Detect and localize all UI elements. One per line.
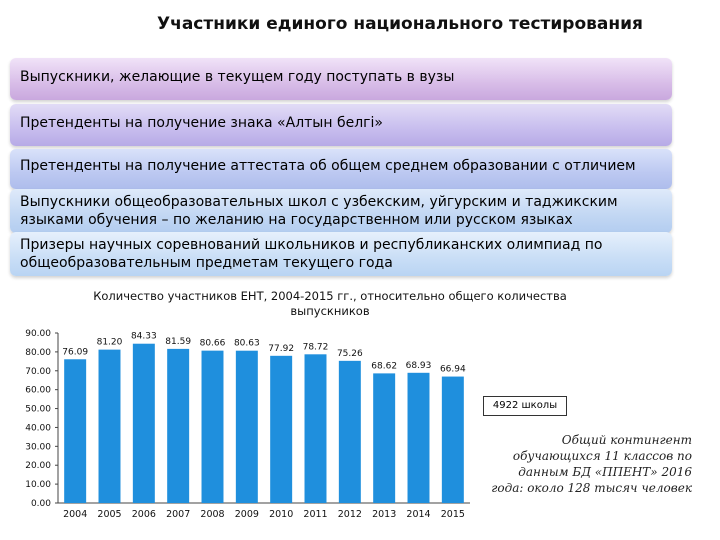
- y-tick-label: 70.00: [25, 367, 51, 377]
- bar: [373, 373, 396, 503]
- y-tick-label: 80.00: [25, 348, 51, 358]
- y-tick-label: 90.00: [25, 329, 51, 339]
- category-band: Выпускники, желающие в текущем году пост…: [10, 58, 672, 100]
- bar: [304, 354, 327, 503]
- data-label: 66.94: [440, 365, 466, 375]
- y-tick-label: 50.00: [25, 405, 51, 415]
- total-contingent-note: Общий контингент обучающихся 11 классов …: [491, 433, 692, 495]
- data-label: 68.62: [371, 361, 397, 371]
- data-label: 84.33: [131, 332, 157, 342]
- category-band: Выпускники общеобразовательных школ с уз…: [10, 189, 672, 233]
- bar: [64, 359, 87, 503]
- data-label: 75.26: [337, 349, 363, 359]
- data-label: 68.93: [406, 361, 432, 371]
- y-tick-label: 20.00: [25, 461, 51, 471]
- x-tick-label: 2007: [166, 509, 190, 520]
- data-label: 81.59: [165, 337, 191, 347]
- bar: [98, 349, 121, 503]
- x-tick-label: 2012: [338, 509, 362, 520]
- bar: [132, 343, 155, 503]
- bar: [270, 355, 293, 503]
- y-tick-label: 0.00: [31, 499, 51, 509]
- y-tick-label: 60.00: [25, 386, 51, 396]
- bar: [201, 350, 224, 503]
- x-tick-label: 2013: [372, 509, 396, 520]
- x-tick-label: 2011: [303, 509, 327, 520]
- bar: [441, 376, 464, 503]
- x-tick-label: 2008: [200, 509, 224, 520]
- x-tick-label: 2010: [269, 509, 293, 520]
- bar: [407, 372, 430, 503]
- bar: [338, 360, 361, 503]
- category-band: Претенденты на получение знака «Алтын бе…: [10, 104, 672, 146]
- bar: [167, 348, 190, 503]
- data-label: 78.72: [303, 342, 329, 352]
- y-tick-label: 10.00: [25, 480, 51, 490]
- x-tick-label: 2009: [235, 509, 259, 520]
- chart-title: Количество участников ЕНТ, 2004-2015 гг.…: [93, 289, 567, 318]
- bar: [235, 350, 258, 503]
- x-tick-label: 2015: [441, 509, 465, 520]
- x-tick-label: 2004: [63, 509, 87, 520]
- data-label: 81.20: [97, 338, 123, 348]
- x-tick-label: 2014: [406, 509, 430, 520]
- page-title: Участники единого национального тестиров…: [157, 14, 643, 34]
- data-label: 77.92: [268, 344, 294, 354]
- category-band: Призеры научных соревнований школьников …: [10, 232, 672, 276]
- x-tick-label: 2006: [132, 509, 156, 520]
- category-band: Претенденты на получение аттестата об об…: [10, 149, 672, 189]
- schools-callout: 4922 школы: [483, 396, 567, 416]
- y-tick-label: 40.00: [25, 423, 51, 433]
- y-tick-label: 30.00: [25, 442, 51, 452]
- data-label: 80.66: [200, 339, 226, 349]
- x-tick-label: 2005: [97, 509, 121, 520]
- data-label: 80.63: [234, 339, 260, 349]
- data-label: 76.09: [62, 347, 88, 357]
